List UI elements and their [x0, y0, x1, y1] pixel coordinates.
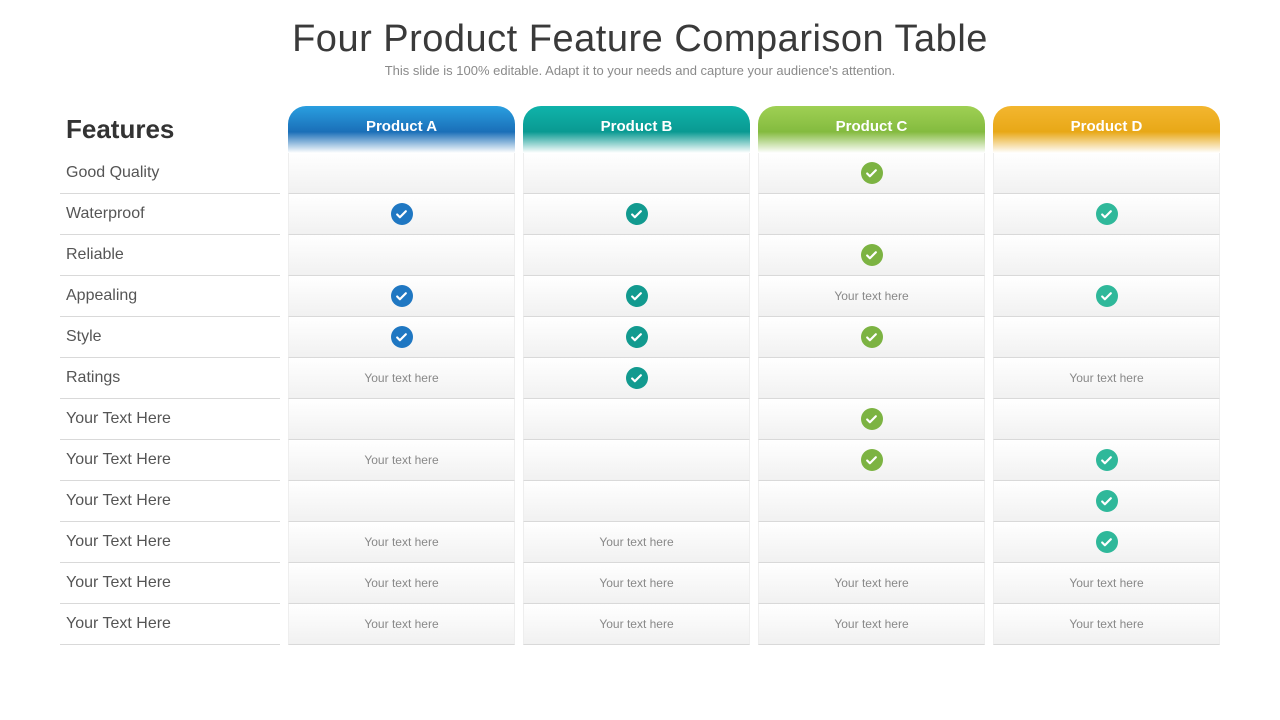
check-icon — [861, 244, 883, 266]
placeholder-text: Your text here — [1069, 371, 1143, 385]
feature-label: Waterproof — [60, 194, 280, 235]
page-title: Four Product Feature Comparison Table — [60, 18, 1220, 61]
product-header-3: Product D — [993, 106, 1220, 153]
table-cell — [758, 522, 985, 563]
feature-label: Your Text Here — [60, 522, 280, 563]
table-cell: Your text here — [993, 563, 1220, 604]
placeholder-text: Your text here — [834, 617, 908, 631]
feature-label: Your Text Here — [60, 399, 280, 440]
check-icon — [626, 285, 648, 307]
table-cell — [993, 153, 1220, 194]
table-cell — [758, 440, 985, 481]
feature-label: Reliable — [60, 235, 280, 276]
feature-label: Good Quality — [60, 153, 280, 194]
table-cell — [288, 399, 515, 440]
table-cell — [993, 481, 1220, 522]
table-cell: Your text here — [523, 563, 750, 604]
table-cell — [288, 276, 515, 317]
table-cell — [758, 399, 985, 440]
check-icon — [391, 326, 413, 348]
check-icon — [1096, 449, 1118, 471]
placeholder-text: Your text here — [364, 371, 438, 385]
check-icon — [861, 449, 883, 471]
table-cell: Your text here — [288, 440, 515, 481]
table-cell — [758, 153, 985, 194]
table-cell — [993, 399, 1220, 440]
placeholder-text: Your text here — [364, 535, 438, 549]
table-cell: Your text here — [993, 604, 1220, 645]
page-subtitle: This slide is 100% editable. Adapt it to… — [60, 63, 1220, 78]
table-cell — [523, 317, 750, 358]
table-cell — [993, 235, 1220, 276]
placeholder-text: Your text here — [599, 576, 673, 590]
table-cell: Your text here — [993, 358, 1220, 399]
placeholder-text: Your text here — [834, 289, 908, 303]
check-icon — [391, 285, 413, 307]
placeholder-text: Your text here — [364, 576, 438, 590]
table-cell — [758, 358, 985, 399]
feature-label: Ratings — [60, 358, 280, 399]
placeholder-text: Your text here — [599, 617, 673, 631]
feature-label: Your Text Here — [60, 604, 280, 645]
check-icon — [861, 162, 883, 184]
table-cell — [523, 440, 750, 481]
check-icon — [391, 203, 413, 225]
placeholder-text: Your text here — [599, 535, 673, 549]
placeholder-text: Your text here — [1069, 617, 1143, 631]
table-cell — [758, 317, 985, 358]
table-cell — [288, 481, 515, 522]
check-icon — [1096, 531, 1118, 553]
check-icon — [861, 326, 883, 348]
table-cell — [288, 194, 515, 235]
feature-label: Your Text Here — [60, 563, 280, 604]
table-cell: Your text here — [523, 604, 750, 645]
feature-label: Your Text Here — [60, 481, 280, 522]
table-cell: Your text here — [758, 276, 985, 317]
product-header-2: Product C — [758, 106, 985, 153]
product-header-0: Product A — [288, 106, 515, 153]
table-cell — [523, 153, 750, 194]
check-icon — [861, 408, 883, 430]
table-cell: Your text here — [288, 358, 515, 399]
table-cell: Your text here — [288, 604, 515, 645]
table-cell: Your text here — [288, 522, 515, 563]
table-cell — [288, 317, 515, 358]
table-cell — [523, 481, 750, 522]
table-cell — [993, 522, 1220, 563]
table-cell — [758, 481, 985, 522]
table-cell — [758, 235, 985, 276]
check-icon — [1096, 490, 1118, 512]
table-cell: Your text here — [758, 563, 985, 604]
feature-label: Appealing — [60, 276, 280, 317]
comparison-table: FeaturesProduct AProduct BProduct CProdu… — [60, 106, 1220, 645]
table-cell: Your text here — [758, 604, 985, 645]
check-icon — [626, 326, 648, 348]
table-cell: Your text here — [523, 522, 750, 563]
placeholder-text: Your text here — [834, 576, 908, 590]
table-cell — [993, 317, 1220, 358]
check-icon — [1096, 203, 1118, 225]
table-cell — [993, 276, 1220, 317]
check-icon — [626, 203, 648, 225]
features-header: Features — [60, 106, 280, 153]
table-cell — [523, 194, 750, 235]
table-cell — [758, 194, 985, 235]
placeholder-text: Your text here — [364, 617, 438, 631]
feature-label: Your Text Here — [60, 440, 280, 481]
table-cell — [523, 276, 750, 317]
placeholder-text: Your text here — [1069, 576, 1143, 590]
table-cell — [523, 399, 750, 440]
check-icon — [626, 367, 648, 389]
table-cell — [523, 235, 750, 276]
check-icon — [1096, 285, 1118, 307]
placeholder-text: Your text here — [364, 453, 438, 467]
table-cell — [523, 358, 750, 399]
feature-label: Style — [60, 317, 280, 358]
table-cell — [288, 153, 515, 194]
product-header-1: Product B — [523, 106, 750, 153]
table-cell — [993, 194, 1220, 235]
table-cell: Your text here — [288, 563, 515, 604]
table-cell — [288, 235, 515, 276]
table-cell — [993, 440, 1220, 481]
